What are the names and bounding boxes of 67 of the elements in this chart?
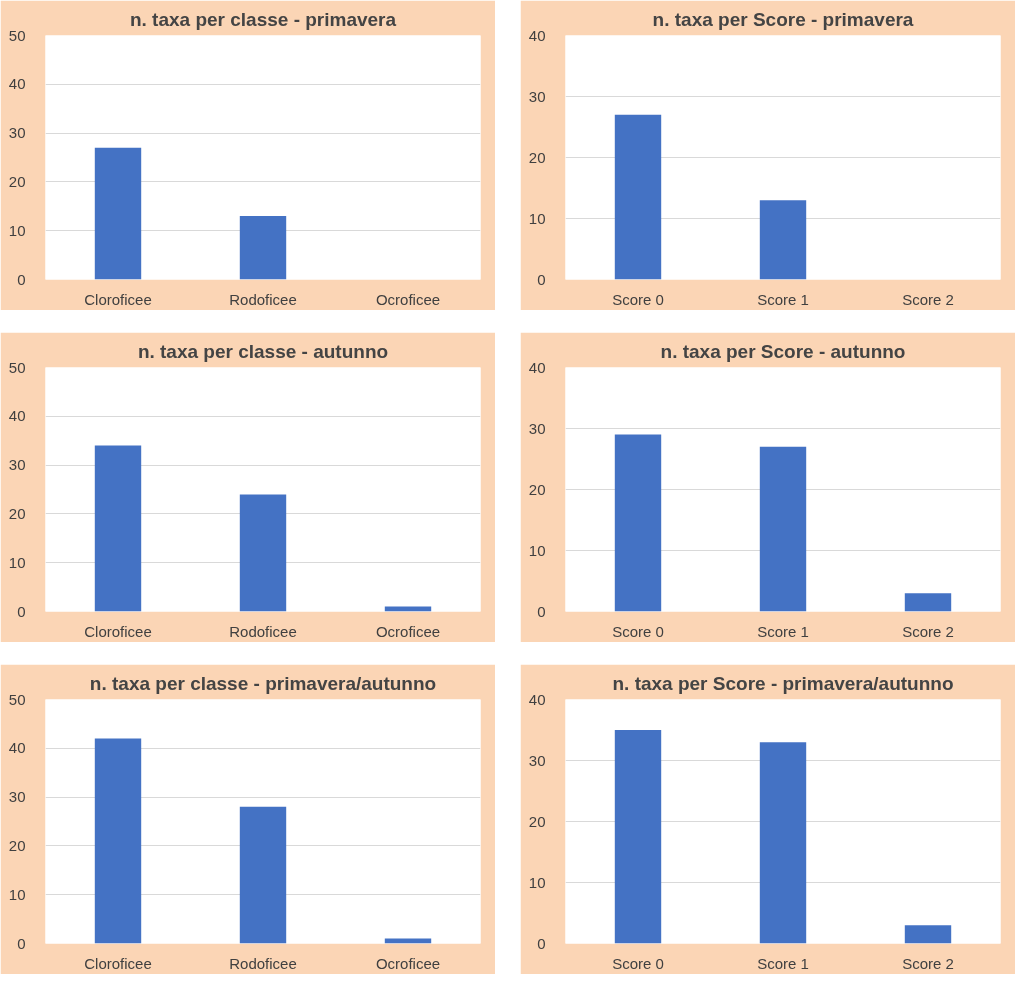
bar: [94, 445, 142, 612]
x-tick-label: Score 0: [612, 290, 664, 308]
x-tick-label: Score 2: [902, 290, 954, 308]
chart-title: n. taxa per Score - autunno: [660, 340, 906, 362]
y-tick-label: 0: [537, 270, 546, 288]
y-tick-label: 10: [528, 873, 546, 891]
x-tick-label: Rodoficee: [229, 954, 297, 972]
y-tick-label: 50: [8, 690, 26, 708]
x-tick-label: Score 0: [612, 954, 664, 972]
x-tick-label: Score 0: [612, 622, 664, 640]
x-tick-label: Ocroficee: [375, 954, 441, 972]
bar: [614, 434, 662, 612]
y-tick-label: 30: [8, 456, 26, 474]
x-tick-label: Ocroficee: [375, 290, 441, 308]
y-tick-label: 30: [8, 788, 26, 806]
y-tick-label: 40: [528, 26, 546, 44]
x-tick-label: Score 2: [902, 954, 954, 972]
x-tick-label: Cloroficee: [84, 622, 152, 640]
y-tick-label: 20: [528, 480, 546, 498]
chart-title: n. taxa per classe - primavera: [129, 8, 397, 30]
y-tick-label: 10: [8, 553, 26, 571]
x-tick-label: Score 1: [757, 290, 809, 308]
y-tick-label: 40: [8, 739, 26, 757]
y-tick-label: 10: [8, 221, 26, 239]
y-tick-label: 10: [528, 541, 546, 559]
bar: [94, 738, 142, 944]
y-tick-label: 50: [8, 358, 26, 376]
y-tick-label: 40: [8, 407, 26, 425]
x-tick-label: Score 1: [757, 622, 809, 640]
x-tick-label: Cloroficee: [84, 290, 152, 308]
y-tick-label: 0: [537, 934, 546, 952]
y-tick-label: 40: [528, 358, 546, 376]
y-tick-label: 0: [17, 270, 26, 288]
y-tick-label: 30: [528, 751, 546, 769]
chart-title: n. taxa per Score - primavera/autunno: [612, 672, 954, 694]
x-tick-label: Cloroficee: [84, 954, 152, 972]
y-tick-label: 20: [528, 812, 546, 830]
chart-title: n. taxa per classe - primavera/autunno: [89, 672, 437, 694]
x-tick-label: Rodoficee: [229, 622, 297, 640]
y-tick-label: 20: [8, 504, 26, 522]
y-tick-label: 20: [8, 836, 26, 854]
bar: [239, 806, 287, 944]
y-tick-label: 0: [17, 602, 26, 620]
y-tick-label: 40: [528, 690, 546, 708]
bar: [239, 494, 287, 612]
y-tick-label: 0: [537, 602, 546, 620]
bar: [904, 593, 952, 612]
x-tick-label: Rodoficee: [229, 290, 297, 308]
y-tick-label: 0: [17, 934, 26, 952]
y-tick-label: 10: [528, 209, 546, 227]
bar: [759, 446, 807, 612]
bar: [904, 925, 952, 944]
y-tick-label: 30: [528, 87, 546, 105]
bar: [759, 742, 807, 944]
y-tick-label: 30: [528, 419, 546, 437]
y-tick-label: 20: [528, 148, 546, 166]
y-tick-label: 40: [8, 75, 26, 93]
y-tick-label: 30: [8, 124, 26, 142]
x-tick-label: Ocroficee: [375, 622, 441, 640]
x-tick-label: Score 2: [902, 622, 954, 640]
y-tick-label: 20: [8, 172, 26, 190]
chart-title: n. taxa per Score - primavera: [652, 8, 914, 30]
bar: [614, 730, 662, 944]
x-tick-label: Score 1: [757, 954, 809, 972]
y-tick-label: 10: [8, 885, 26, 903]
y-tick-label: 50: [8, 26, 26, 44]
chart-title: n. taxa per classe - autunno: [137, 340, 389, 362]
